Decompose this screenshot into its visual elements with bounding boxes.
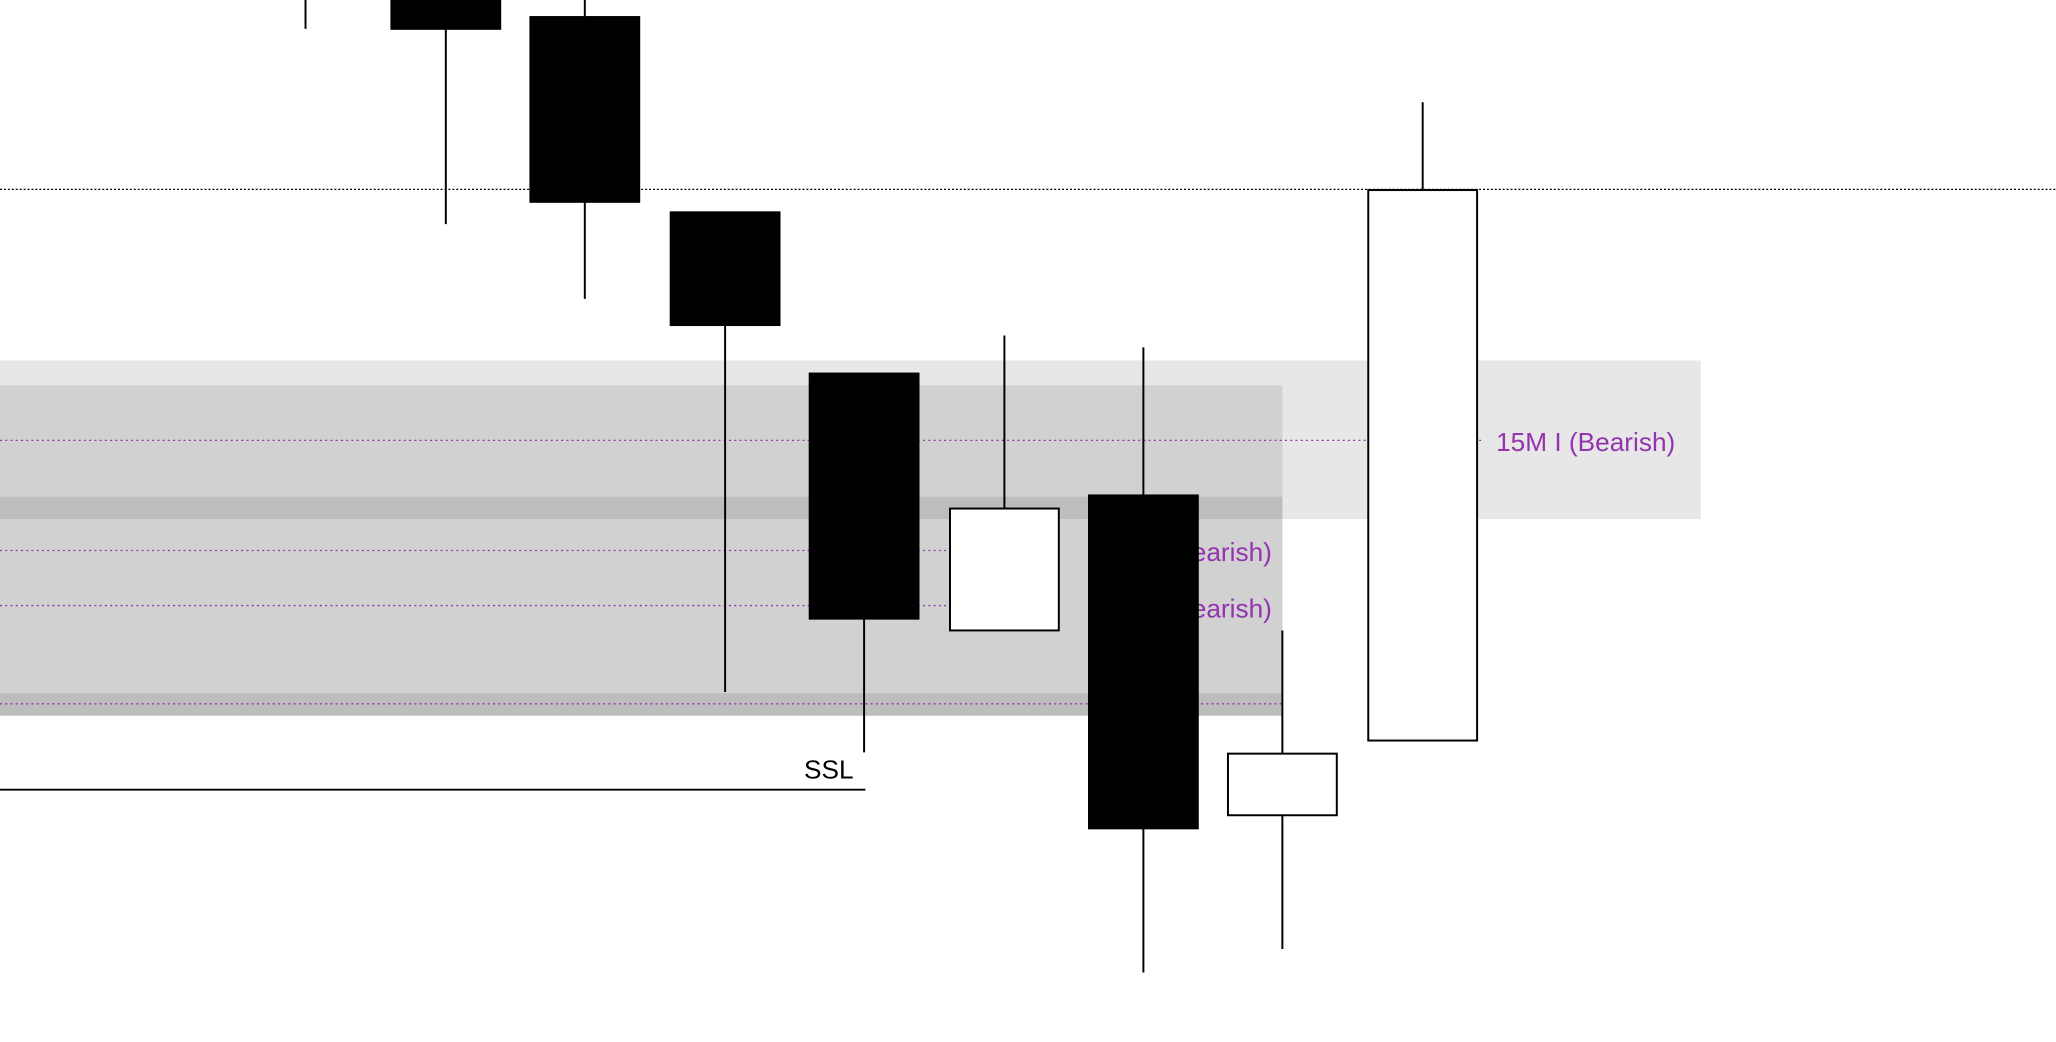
candle-body-bearish bbox=[390, 0, 502, 30]
candle-body-bearish bbox=[529, 16, 641, 203]
ssl-label: SSL bbox=[804, 755, 854, 785]
candle-body-bullish bbox=[1226, 752, 1338, 817]
candle-body-bearish bbox=[808, 372, 920, 620]
candle-4 bbox=[808, 372, 920, 753]
level-0: 15M I (Bearish) bbox=[0, 427, 1675, 457]
candle-6 bbox=[1087, 347, 1199, 973]
candle-2 bbox=[529, 0, 641, 299]
candle-body-bearish bbox=[669, 211, 781, 327]
candle-body-bearish bbox=[1087, 494, 1199, 830]
level-label: 15M I (Bearish) bbox=[1496, 427, 1675, 457]
candle-body-bullish bbox=[1367, 189, 1479, 742]
candle-8 bbox=[1367, 102, 1479, 742]
candles bbox=[304, 0, 1479, 973]
candle-3 bbox=[669, 211, 781, 693]
candle-5 bbox=[948, 335, 1060, 632]
ssl-level: SSL bbox=[0, 755, 866, 791]
candle-7 bbox=[1226, 630, 1338, 949]
candle-1 bbox=[390, 0, 502, 225]
candle-body-bullish bbox=[948, 507, 1060, 632]
